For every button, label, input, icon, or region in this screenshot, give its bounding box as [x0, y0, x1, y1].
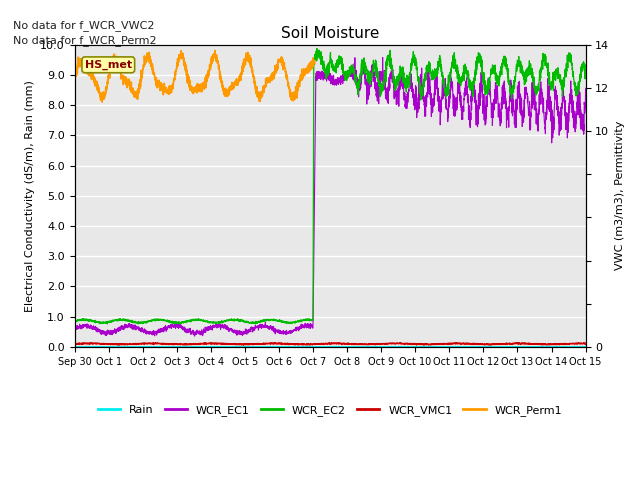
Legend: Rain, WCR_EC1, WCR_EC2, WCR_VMC1, WCR_Perm1: Rain, WCR_EC1, WCR_EC2, WCR_VMC1, WCR_Pe…	[93, 401, 566, 420]
Text: No data for f_WCR_Perm2: No data for f_WCR_Perm2	[13, 36, 157, 47]
Y-axis label: Electrical Conductivity (dS/m), Rain (mm): Electrical Conductivity (dS/m), Rain (mm…	[24, 80, 35, 312]
Title: Soil Moisture: Soil Moisture	[281, 25, 380, 41]
Text: HS_met: HS_met	[84, 60, 132, 70]
Y-axis label: VWC (m3/m3), Permittivity: VWC (m3/m3), Permittivity	[615, 121, 625, 270]
Text: No data for f_WCR_VWC2: No data for f_WCR_VWC2	[13, 20, 155, 31]
